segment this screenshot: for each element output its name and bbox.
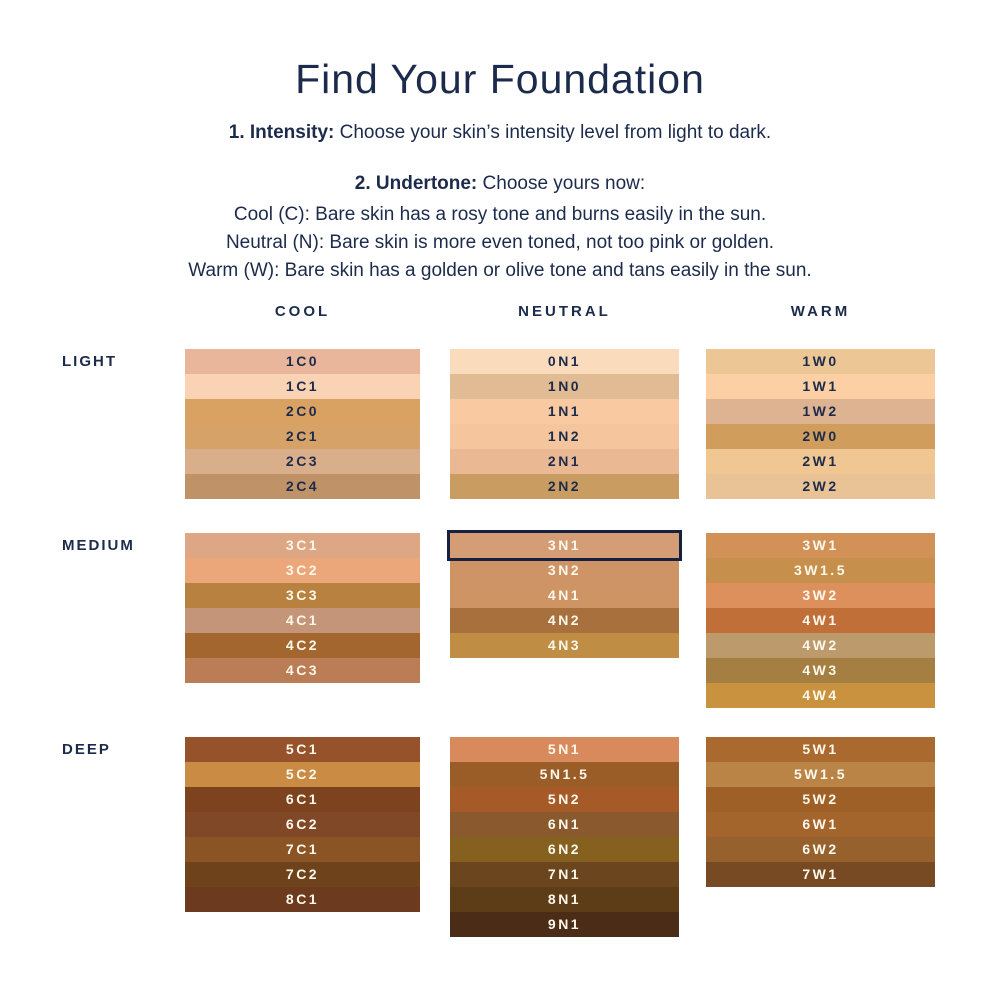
shade-swatch-2c3[interactable]: 2C3 (185, 449, 420, 474)
shade-swatch-7c1[interactable]: 7C1 (185, 837, 420, 862)
shade-swatch-8c1[interactable]: 8C1 (185, 887, 420, 912)
undertone-neutral-description: Neutral (N): Bare skin is more even tone… (225, 232, 775, 253)
undertone-instruction: 2. Undertone: Choose yours now: (0, 173, 1000, 195)
shade-swatch-5w1[interactable]: 5W1 (706, 737, 935, 762)
undertone-cool-description: Cool (C): Bare skin has a rosy tone and … (233, 204, 767, 225)
shade-swatch-3w1.5[interactable]: 3W1.5 (706, 558, 935, 583)
shade-swatch-2w2[interactable]: 2W2 (706, 474, 935, 499)
shade-swatch-6c2[interactable]: 6C2 (185, 812, 420, 837)
shade-swatch-3n2[interactable]: 3N2 (450, 558, 679, 583)
row-label-medium: MEDIUM (62, 537, 135, 554)
undertone-text: Choose yours now: (482, 173, 646, 194)
page-title: Find Your Foundation (295, 56, 705, 102)
shade-swatch-3w1[interactable]: 3W1 (706, 533, 935, 558)
shade-swatch-7n1[interactable]: 7N1 (450, 862, 679, 887)
undertone-label: 2. Undertone: (354, 173, 478, 194)
swatch-column-light-neutral: 0N1 1N0 1N1 1N2 2N1 2N2 (450, 349, 679, 499)
shade-swatch-9n1[interactable]: 9N1 (450, 912, 679, 937)
shade-swatch-6w2[interactable]: 6W2 (706, 837, 935, 862)
shade-swatch-2w1[interactable]: 2W1 (706, 449, 935, 474)
shade-swatch-7c2[interactable]: 7C2 (185, 862, 420, 887)
shade-swatch-4c1[interactable]: 4C1 (185, 608, 420, 633)
column-header-cool: COOL (274, 303, 331, 320)
shade-swatch-4n1[interactable]: 4N1 (450, 583, 679, 608)
swatch-column-medium-neutral: 3N1 3N2 4N1 4N2 4N3 (447, 530, 682, 658)
intensity-instruction: 1. Intensity: Choose your skin’s intensi… (0, 122, 1000, 144)
swatch-column-deep-neutral: 5N1 5N1.5 5N2 6N1 6N2 7N1 8N1 9N1 (450, 737, 679, 937)
undertone-descriptions: Cool (C): Bare skin has a rosy tone and … (0, 201, 1000, 285)
shade-swatch-2c4[interactable]: 2C4 (185, 474, 420, 499)
shade-swatch-5c2[interactable]: 5C2 (185, 762, 420, 787)
shade-swatch-6c1[interactable]: 6C1 (185, 787, 420, 812)
swatch-column-medium-cool: 3C1 3C2 3C3 4C1 4C2 4C3 (185, 533, 420, 683)
shade-swatch-4c3[interactable]: 4C3 (185, 658, 420, 683)
shade-swatch-1c1[interactable]: 1C1 (185, 374, 420, 399)
shade-swatch-1c0[interactable]: 1C0 (185, 349, 420, 374)
shade-swatch-3w2[interactable]: 3W2 (706, 583, 935, 608)
shade-swatch-3n1-selected[interactable]: 3N1 (447, 530, 682, 561)
shade-swatch-5w2[interactable]: 5W2 (706, 787, 935, 812)
shade-swatch-4w4[interactable]: 4W4 (706, 683, 935, 708)
column-header-neutral: NEUTRAL (518, 303, 611, 320)
column-header-warm: WARM (790, 303, 851, 320)
shade-swatch-7w1[interactable]: 7W1 (706, 862, 935, 887)
shade-swatch-5w1.5[interactable]: 5W1.5 (706, 762, 935, 787)
intensity-text: Choose your skin’s intensity level from … (339, 122, 772, 143)
shade-swatch-2w0[interactable]: 2W0 (706, 424, 935, 449)
shade-swatch-5n1[interactable]: 5N1 (450, 737, 679, 762)
shade-swatch-4w3[interactable]: 4W3 (706, 658, 935, 683)
shade-swatch-2n2[interactable]: 2N2 (450, 474, 679, 499)
shade-swatch-0n1[interactable]: 0N1 (450, 349, 679, 374)
shade-swatch-3c3[interactable]: 3C3 (185, 583, 420, 608)
shade-swatch-2c1[interactable]: 2C1 (185, 424, 420, 449)
shade-swatch-4w2[interactable]: 4W2 (706, 633, 935, 658)
shade-swatch-4n2[interactable]: 4N2 (450, 608, 679, 633)
shade-swatch-8n1[interactable]: 8N1 (450, 887, 679, 912)
shade-swatch-2c0[interactable]: 2C0 (185, 399, 420, 424)
shade-swatch-1n0[interactable]: 1N0 (450, 374, 679, 399)
swatch-column-light-cool: 1C0 1C1 2C0 2C1 2C3 2C4 (185, 349, 420, 499)
shade-swatch-3c1[interactable]: 3C1 (185, 533, 420, 558)
shade-swatch-1w1[interactable]: 1W1 (706, 374, 935, 399)
row-label-deep: DEEP (62, 741, 111, 758)
shade-swatch-5c1[interactable]: 5C1 (185, 737, 420, 762)
row-label-light: LIGHT (62, 353, 117, 370)
shade-swatch-5n1.5[interactable]: 5N1.5 (450, 762, 679, 787)
undertone-warm-description: Warm (W): Bare skin has a golden or oliv… (188, 260, 812, 281)
shade-swatch-4n3[interactable]: 4N3 (450, 633, 679, 658)
shade-swatch-2n1[interactable]: 2N1 (450, 449, 679, 474)
shade-swatch-4w1[interactable]: 4W1 (706, 608, 935, 633)
shade-swatch-6n1[interactable]: 6N1 (450, 812, 679, 837)
shade-swatch-1w2[interactable]: 1W2 (706, 399, 935, 424)
swatch-column-deep-warm: 5W1 5W1.5 5W2 6W1 6W2 7W1 (706, 737, 935, 887)
swatch-column-light-warm: 1W0 1W1 1W2 2W0 2W1 2W2 (706, 349, 935, 499)
shade-swatch-1n2[interactable]: 1N2 (450, 424, 679, 449)
shade-swatch-1n1[interactable]: 1N1 (450, 399, 679, 424)
shade-swatch-3c2[interactable]: 3C2 (185, 558, 420, 583)
intensity-label: 1. Intensity: (228, 122, 335, 143)
swatch-column-deep-cool: 5C1 5C2 6C1 6C2 7C1 7C2 8C1 (185, 737, 420, 912)
swatch-column-medium-warm: 3W1 3W1.5 3W2 4W1 4W2 4W3 4W4 (706, 533, 935, 708)
shade-swatch-6w1[interactable]: 6W1 (706, 812, 935, 837)
shade-swatch-6n2[interactable]: 6N2 (450, 837, 679, 862)
shade-swatch-5n2[interactable]: 5N2 (450, 787, 679, 812)
shade-swatch-4c2[interactable]: 4C2 (185, 633, 420, 658)
shade-swatch-1w0[interactable]: 1W0 (706, 349, 935, 374)
